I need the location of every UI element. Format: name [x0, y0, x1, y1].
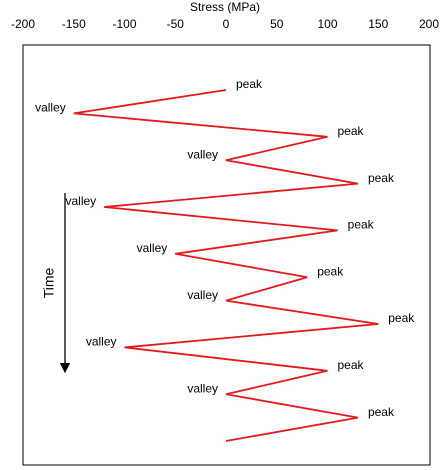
y-axis-title: Time — [41, 267, 57, 298]
point-label: peak — [338, 124, 365, 138]
point-label: peak — [317, 264, 344, 278]
stress-line — [73, 89, 379, 442]
x-tick-label: 100 — [317, 17, 337, 31]
x-tick-label: -100 — [112, 17, 136, 31]
point-label: valley — [187, 147, 218, 161]
point-label: peak — [368, 171, 395, 185]
x-tick-label: 150 — [368, 17, 388, 31]
x-tick-label: 200 — [419, 17, 439, 31]
x-tick-label: 50 — [270, 17, 284, 31]
x-tick-label: -50 — [167, 17, 185, 31]
x-tick-label: -150 — [62, 17, 86, 31]
point-label: peak — [368, 405, 395, 419]
point-label: peak — [348, 218, 375, 232]
point-label: peak — [236, 77, 263, 91]
point-label: peak — [388, 311, 415, 325]
point-label: peak — [338, 358, 365, 372]
plot-frame — [22, 44, 431, 466]
point-label: valley — [187, 381, 218, 395]
point-label: valley — [86, 335, 117, 349]
x-tick-label: -200 — [11, 17, 35, 31]
x-tick-label: 0 — [223, 17, 230, 31]
point-label: valley — [66, 194, 97, 208]
point-label: valley — [137, 241, 168, 255]
x-axis-title: Stress (MPa) — [190, 0, 260, 14]
point-label: valley — [187, 288, 218, 302]
point-label: valley — [35, 101, 66, 115]
